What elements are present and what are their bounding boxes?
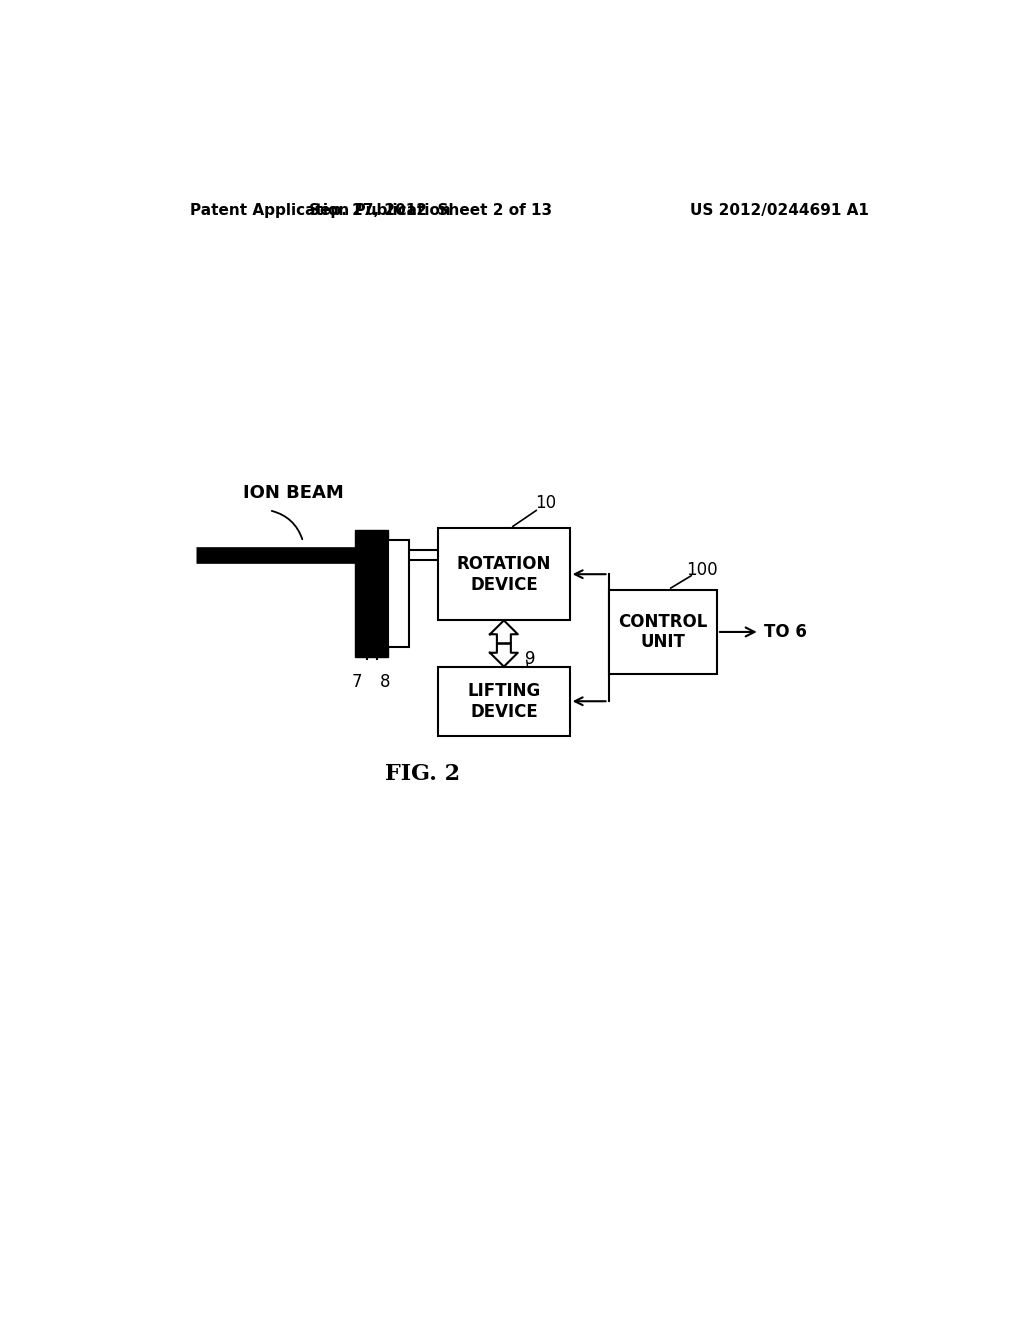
Text: FIG. 2: FIG. 2 [385, 763, 460, 785]
Text: ROTATION
DEVICE: ROTATION DEVICE [457, 554, 551, 594]
Text: US 2012/0244691 A1: US 2012/0244691 A1 [689, 203, 868, 218]
Text: Patent Application Publication: Patent Application Publication [190, 203, 451, 218]
Text: CONTROL
UNIT: CONTROL UNIT [618, 612, 708, 651]
Polygon shape [489, 620, 518, 644]
Polygon shape [489, 644, 518, 667]
Text: LIFTING
DEVICE: LIFTING DEVICE [467, 682, 541, 721]
Text: 9: 9 [524, 649, 536, 668]
Text: TO 6: TO 6 [764, 623, 806, 642]
Text: ION BEAM: ION BEAM [243, 484, 343, 503]
Text: 100: 100 [686, 561, 718, 579]
Text: Sep. 27, 2012  Sheet 2 of 13: Sep. 27, 2012 Sheet 2 of 13 [308, 203, 552, 218]
Bar [388, 540, 410, 647]
Bar [355, 531, 388, 657]
Text: 10: 10 [535, 495, 556, 512]
Text: 7: 7 [351, 673, 362, 690]
Text: 8: 8 [380, 673, 390, 690]
Bar [608, 590, 717, 675]
Bar [438, 667, 569, 737]
Bar [438, 528, 569, 620]
